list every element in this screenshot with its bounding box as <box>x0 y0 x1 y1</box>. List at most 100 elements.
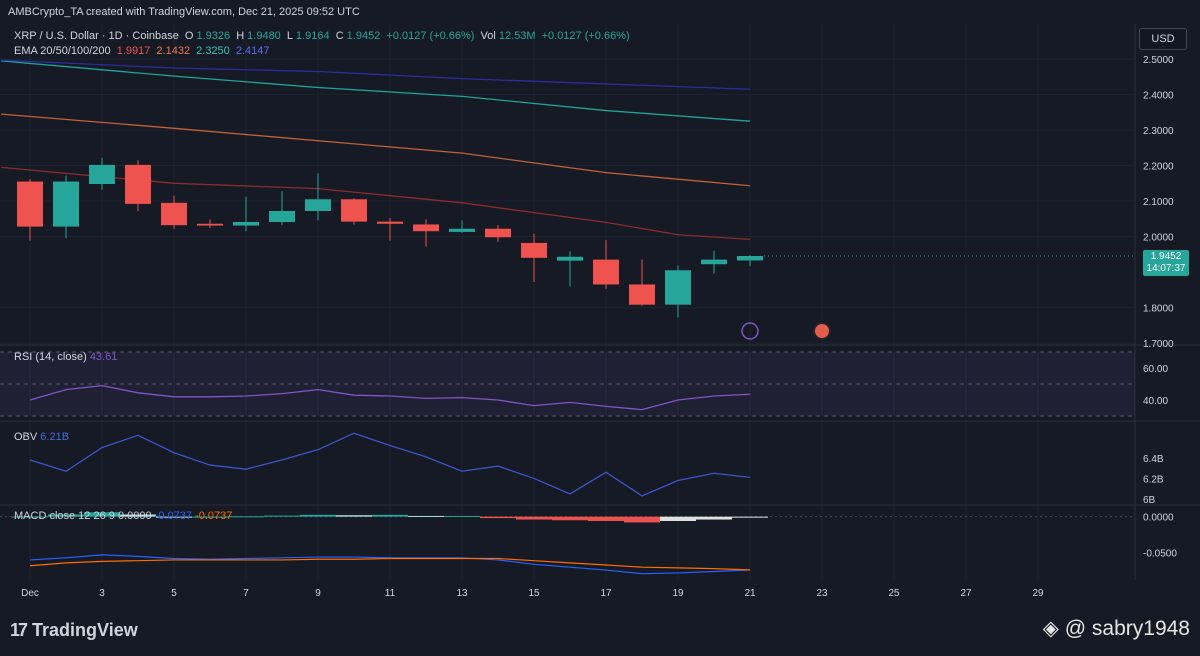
time-tick-label: 21 <box>744 588 756 599</box>
candle-body <box>269 210 295 222</box>
macd-histogram-bar <box>408 515 444 517</box>
rsi-value: 43.61 <box>89 351 118 363</box>
macd-histogram-bar <box>228 516 264 518</box>
macd-legend: MACD close 12 26 9 0.0000 -0.0737 -0.073… <box>14 510 232 522</box>
economic-event-icon <box>813 322 831 340</box>
macd-histogram-bar <box>588 516 624 521</box>
low-label: L <box>286 30 293 42</box>
price-tick-label: 2.2000 <box>1143 162 1174 173</box>
macd-histogram-bar <box>120 514 156 517</box>
macd-tick-label: -0.0500 <box>1143 549 1177 560</box>
macd-histogram-bar <box>696 516 732 520</box>
macd-histogram-bar <box>480 516 516 519</box>
obv-label[interactable]: OBV <box>14 431 38 443</box>
rsi-tick-label: 40.00 <box>1143 396 1168 407</box>
vol-label: Vol <box>480 30 496 42</box>
candle-body <box>197 223 223 226</box>
price-tick-label: 2.5000 <box>1143 55 1174 66</box>
tradingview-brand: TradingView <box>32 620 138 640</box>
ema-line-200 <box>1 59 751 90</box>
candle-body <box>161 202 187 226</box>
candle-body <box>305 199 331 211</box>
time-tick-label: 13 <box>456 588 468 599</box>
footer-bar <box>0 604 1200 656</box>
ema-legend: EMA 20/50/100/200 1.9917 2.1432 2.3250 2… <box>14 45 273 57</box>
ema50-value: 2.1432 <box>156 45 191 57</box>
price-tick-label: 1.7000 <box>1143 339 1174 350</box>
macd-histogram-bar <box>516 516 552 520</box>
macd-line <box>29 554 751 575</box>
macd-histogram-bar <box>624 516 660 523</box>
price-tick-label: 2.1000 <box>1143 197 1174 208</box>
time-tick-label: 7 <box>243 588 249 599</box>
time-tick-label: 25 <box>888 588 900 599</box>
candle-body <box>665 270 691 305</box>
price-tick-label: 2.4000 <box>1143 91 1174 102</box>
candle-body <box>701 259 727 265</box>
top-bar: AMBCrypto_TA created with TradingView.co… <box>0 0 1200 24</box>
macd-hist-value: 0.0000 <box>117 510 152 522</box>
obv-tick-label: 6.4B <box>1143 454 1164 465</box>
time-tick-label: 3 <box>99 588 105 599</box>
macd-histogram-bar <box>156 516 192 518</box>
candle-body <box>53 181 79 227</box>
price-tick-label: 2.0000 <box>1143 233 1174 244</box>
candle-body <box>449 228 475 232</box>
time-tick-label: 5 <box>171 588 177 599</box>
candle-body <box>341 199 367 222</box>
tradingview-logo[interactable]: 17 TradingView <box>10 620 138 641</box>
time-tick-label: 11 <box>385 588 396 599</box>
candle-body <box>125 164 151 204</box>
plot-area <box>0 24 1135 580</box>
currency-button[interactable]: USD <box>1139 28 1187 50</box>
open-label: O <box>184 30 194 42</box>
time-tick-label: 15 <box>528 588 540 599</box>
macd-histogram-bar <box>660 516 696 521</box>
candle-body <box>233 221 259 226</box>
time-tick-label: 19 <box>672 588 684 599</box>
candle-body <box>17 181 43 227</box>
ema-line-50 <box>1 113 751 187</box>
macd-histogram-bar <box>444 515 480 517</box>
symbol-name[interactable]: XRP / U.S. Dollar · 1D · Coinbase <box>14 30 179 42</box>
chart-canvas[interactable]: 2.5000 2.4000 2.3000 2.2000 2.1000 2.0000 1.80… <box>0 24 1200 604</box>
macd-histogram-bar <box>12 516 48 518</box>
rsi-line <box>29 384 751 411</box>
open-value: 1.9326 <box>196 30 231 42</box>
candle-body <box>557 256 583 261</box>
close-label: C <box>335 30 344 42</box>
rsi-label[interactable]: RSI (14, close) <box>14 351 87 363</box>
dividend-flash-icon <box>741 322 759 340</box>
author-handle-text: @ sabry1948 <box>1064 617 1190 640</box>
candle-body <box>629 284 655 305</box>
bar-countdown: 14:07:37 <box>1146 263 1186 274</box>
low-value: 1.9164 <box>296 30 330 42</box>
change-value: +0.0127 (+0.66%) <box>386 30 475 42</box>
obv-line <box>29 432 751 497</box>
price-tick-label: 1.8000 <box>1143 304 1174 315</box>
time-tick-label: 27 <box>960 588 972 599</box>
obv-value: 6.21B <box>40 431 70 443</box>
high-value: 1.9480 <box>247 30 281 42</box>
macd-histogram-bar <box>192 516 228 518</box>
macd-histogram-bar <box>372 514 408 517</box>
ema-label[interactable]: EMA 20/50/100/200 <box>14 45 111 57</box>
time-tick-label: 17 <box>600 588 612 599</box>
ema200-value: 2.4147 <box>235 45 270 57</box>
ema-line-20 <box>1 166 751 241</box>
ema20-value: 1.9917 <box>116 45 151 57</box>
macd-histogram-bar <box>336 515 372 517</box>
time-tick-label: 9 <box>315 588 321 599</box>
vol-change-value: +0.0127 (+0.66%) <box>541 30 630 42</box>
last-price-tag: 1.9452 14:07:37 <box>1143 250 1189 276</box>
macd-label[interactable]: MACD close 12 26 9 <box>14 510 115 522</box>
macd-tick-label: 0.0000 <box>1143 513 1174 524</box>
macd-histogram-bar <box>300 514 336 517</box>
obv-legend: OBV 6.21B <box>14 431 69 443</box>
candle-body <box>521 242 547 258</box>
candle-body <box>737 255 763 261</box>
ema100-value: 2.3250 <box>196 45 230 57</box>
price-tick-label: 2.3000 <box>1143 126 1174 137</box>
last-price-value: 1.9452 <box>1150 251 1182 262</box>
time-tick-label: 29 <box>1032 588 1044 599</box>
